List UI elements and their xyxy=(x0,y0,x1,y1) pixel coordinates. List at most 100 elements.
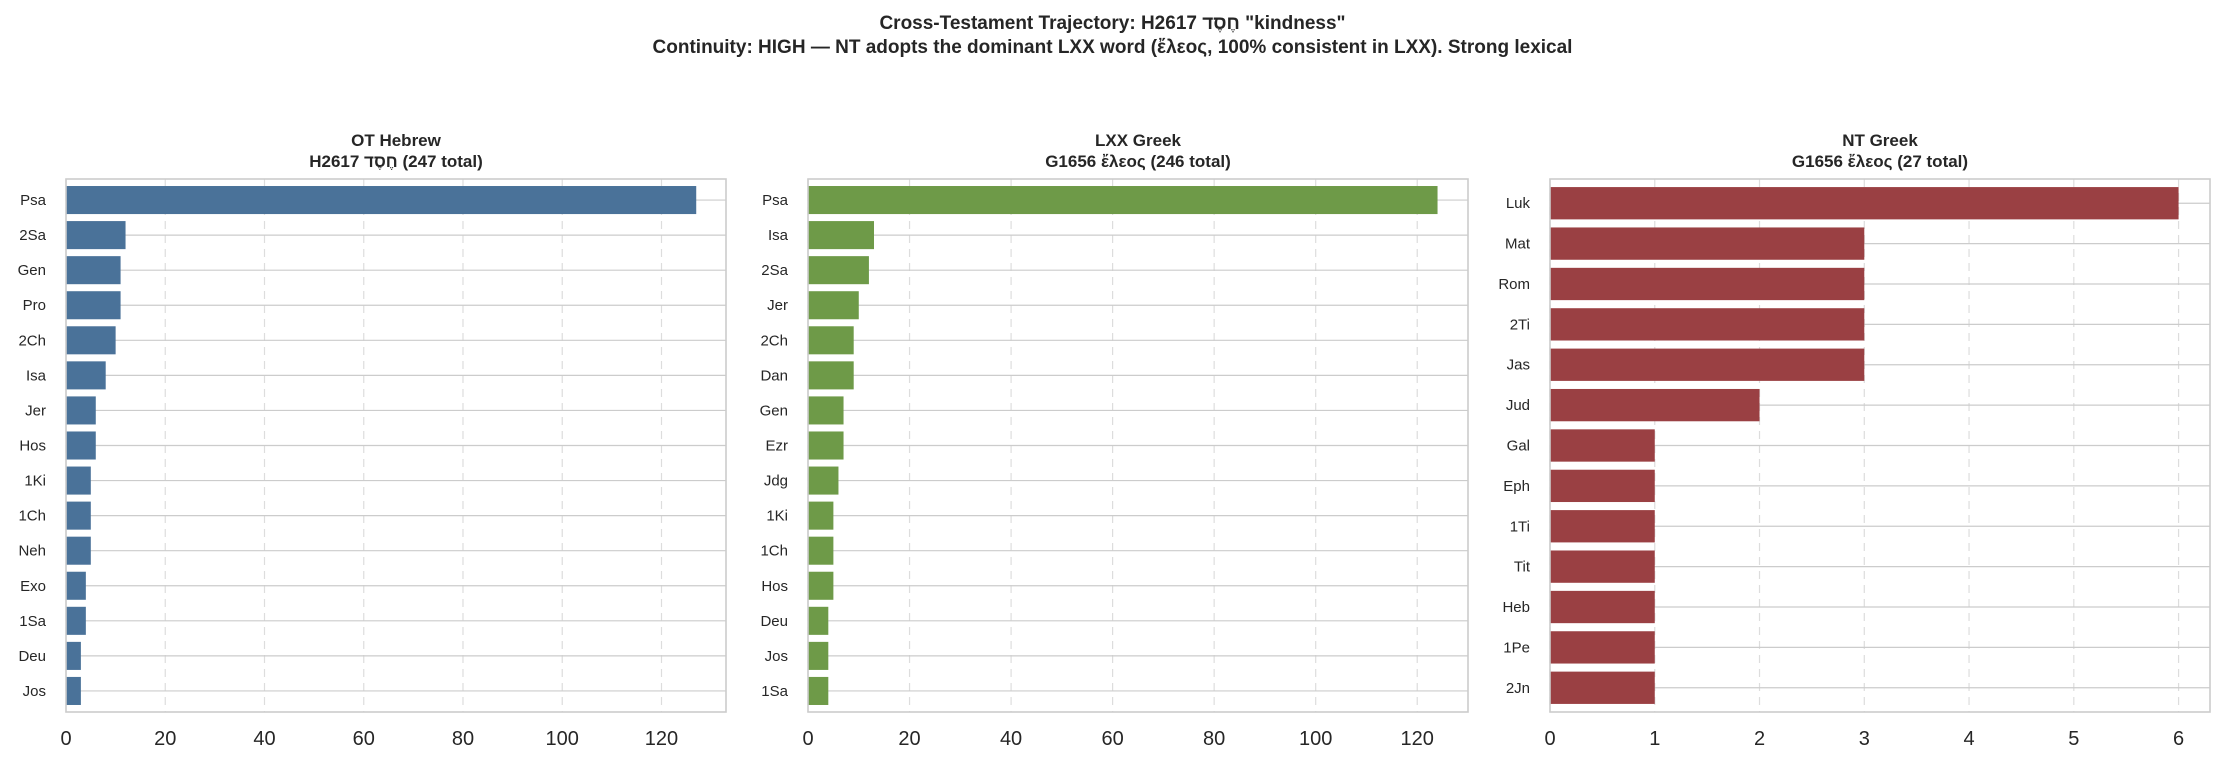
x-tick-label: 0 xyxy=(802,728,813,750)
y-tick-label: Deu xyxy=(18,648,46,665)
x-tick-label: 1 xyxy=(1649,728,1660,750)
bar-jos xyxy=(808,641,829,670)
bar-1sa xyxy=(66,606,86,635)
y-tick-label: Hos xyxy=(19,438,46,455)
x-tick-label: 60 xyxy=(353,728,375,750)
x-tick-label: 0 xyxy=(60,728,71,750)
x-tick-label: 6 xyxy=(2173,728,2184,750)
x-tick-label: 120 xyxy=(645,728,678,750)
y-tick-label: 1Ch xyxy=(18,508,46,525)
bar-luk xyxy=(1550,187,2179,220)
y-tick-label: Jdg xyxy=(764,473,788,490)
x-tick-label: 2 xyxy=(1754,728,1765,750)
x-tick-label: 100 xyxy=(1299,728,1332,750)
plot-frame xyxy=(807,178,1469,713)
bar-pro xyxy=(66,291,121,320)
bar-1ti xyxy=(1550,510,1655,543)
y-tick-label: 2Ti xyxy=(1510,316,1530,333)
x-tick-label: 40 xyxy=(253,728,275,750)
y-tick-label: 2Ch xyxy=(18,332,46,349)
y-tick-label: 1Ti xyxy=(1510,518,1530,535)
bar-jer xyxy=(66,396,96,425)
bar-gal xyxy=(1550,429,1655,462)
y-tick-label: Jud xyxy=(1506,397,1530,414)
x-tick-label: 3 xyxy=(1859,728,1870,750)
chart-subtitle: H2617 חֶסֶד (247 total) xyxy=(309,152,483,171)
bar-2jn xyxy=(1550,671,1655,704)
y-tick-label: Luk xyxy=(1506,195,1531,212)
y-tick-label: Isa xyxy=(26,367,47,384)
bar-neh xyxy=(66,536,91,565)
figure-title: Cross-Testament Trajectory: H2617 חֶסֶד … xyxy=(0,12,2225,60)
y-tick-label: Rom xyxy=(1498,276,1530,293)
bar-ezr xyxy=(808,431,844,460)
bar-deu xyxy=(808,606,829,635)
chart-panel-1: OT Hebrew H2617 חֶסֶד (247 total) Psa 2Sa Ge… xyxy=(18,131,727,750)
bar-2ch xyxy=(66,326,116,355)
bar-psa xyxy=(66,186,697,215)
y-tick-label: 1Sa xyxy=(761,683,788,700)
x-tick-label: 80 xyxy=(1203,728,1225,750)
bar-eph xyxy=(1550,469,1655,503)
y-tick-label: Tit xyxy=(1514,559,1531,576)
y-tick-label: Eph xyxy=(1503,478,1530,495)
y-tick-label: 1Pe xyxy=(1503,639,1530,656)
x-tick-label: 80 xyxy=(452,728,474,750)
y-tick-label: Gen xyxy=(760,402,788,419)
bar-psa xyxy=(808,186,1438,215)
y-tick-label: Dan xyxy=(760,367,788,384)
bar-1ch xyxy=(66,501,91,530)
x-tick-label: 120 xyxy=(1401,728,1434,750)
bar-2sa xyxy=(66,221,126,250)
bar-jud xyxy=(1550,388,1760,422)
bar-jdg xyxy=(808,466,839,495)
y-tick-label: Gal xyxy=(1507,438,1530,455)
y-tick-label: Jas xyxy=(1507,357,1530,374)
y-tick-label: 1Sa xyxy=(19,613,46,630)
bar-1ki xyxy=(808,501,834,530)
x-tick-label: 20 xyxy=(154,728,176,750)
bar-1ch xyxy=(808,536,834,565)
bar-1sa xyxy=(808,676,829,705)
bar-hos xyxy=(66,431,96,460)
bar-1pe xyxy=(1550,631,1655,664)
y-tick-label: Jer xyxy=(767,297,788,314)
y-tick-label: Exo xyxy=(20,578,46,595)
bar-exo xyxy=(66,571,86,600)
y-tick-label: Psa xyxy=(20,192,47,209)
y-tick-label: 1Ch xyxy=(760,543,788,560)
y-tick-label: Deu xyxy=(760,613,788,630)
y-tick-label: 1Ki xyxy=(766,508,788,525)
bar-tit xyxy=(1550,550,1655,583)
bar-1ki xyxy=(66,466,91,495)
bar-gen xyxy=(808,396,844,425)
y-tick-label: Isa xyxy=(768,227,789,244)
x-tick-label: 40 xyxy=(1000,728,1022,750)
chart-subtitle: G1656 ἔλεος (27 total) xyxy=(1792,152,1968,171)
y-tick-label: Mat xyxy=(1505,236,1531,253)
chart-title: OT Hebrew xyxy=(351,131,442,150)
bar-isa xyxy=(808,221,874,250)
y-tick-label: Hos xyxy=(761,578,788,595)
y-tick-label: Neh xyxy=(18,543,46,560)
bar-deu xyxy=(66,641,81,670)
bar-heb xyxy=(1550,590,1655,624)
y-tick-label: 2Sa xyxy=(19,227,46,244)
bar-dan xyxy=(808,361,854,390)
y-tick-label: Jos xyxy=(765,648,788,665)
y-tick-label: 2Ch xyxy=(760,332,788,349)
plot-frame xyxy=(1549,178,2211,713)
bar-hos xyxy=(808,571,834,600)
y-tick-label: Psa xyxy=(762,192,789,209)
y-tick-label: 2Jn xyxy=(1506,680,1530,697)
plot-frame xyxy=(65,178,727,713)
figure-title-line-1: Cross-Testament Trajectory: H2617 חֶסֶד … xyxy=(879,13,1346,34)
bar-jer xyxy=(808,291,859,320)
bar-2ti xyxy=(1550,308,1865,341)
chart-panel-2: LXX Greek G1656 ἔλεος (246 total) Psa Isa 2S… xyxy=(760,131,1469,750)
chart-title: NT Greek xyxy=(1842,131,1918,150)
bar-rom xyxy=(1550,267,1865,301)
bar-2sa xyxy=(808,256,869,285)
x-tick-label: 100 xyxy=(546,728,579,750)
